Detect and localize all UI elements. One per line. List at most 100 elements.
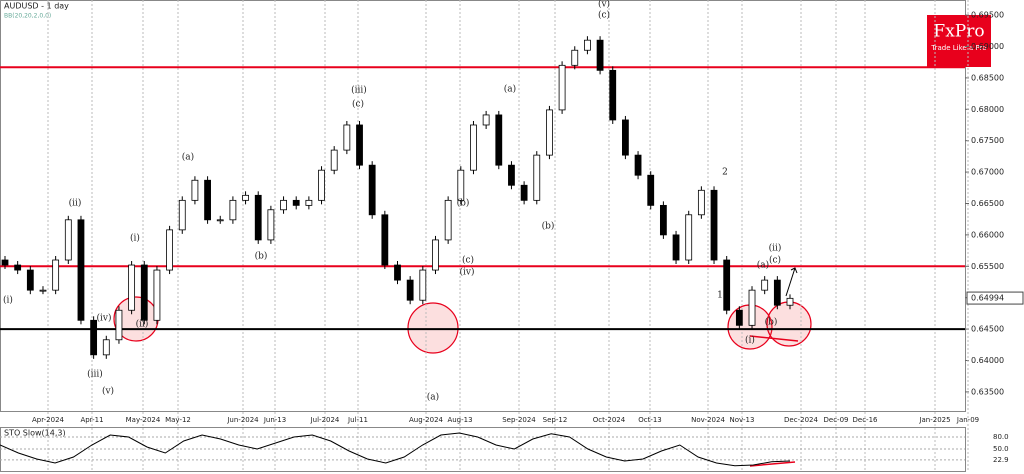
candle-body (140, 264, 148, 321)
candle-body (634, 154, 642, 176)
wave-label: (a) (182, 152, 194, 163)
x-tick-label: Jul-11 (347, 416, 368, 424)
x-tick-label: Aug-2024 (409, 416, 444, 424)
candle-body (495, 114, 503, 166)
y-tick-label: 0.63500 (971, 387, 1004, 396)
y-tick-label: 0.69000 (971, 42, 1004, 51)
candle-body (596, 39, 604, 71)
wave-label: (iii) (351, 85, 367, 96)
chart-subtitle: BB(20,20,2,0,0) (4, 13, 51, 20)
x-tick-label: Apr-2024 (32, 416, 65, 424)
candle-body (166, 229, 173, 271)
candle-body (786, 297, 794, 306)
x-tick-label: Dec-16 (853, 416, 879, 424)
candle-body (609, 69, 617, 121)
candle-body (710, 189, 718, 261)
y-tick-label: 0.68000 (971, 105, 1004, 114)
wave-label: (b) (255, 251, 268, 262)
candle-body (115, 309, 123, 341)
indicator-tick-label: 80.0 (993, 433, 1009, 441)
candle-body (64, 219, 72, 261)
wave-label: (i) (3, 295, 13, 306)
candle-body (254, 194, 262, 241)
wave-label: (a) (427, 392, 439, 403)
wave-label: (a) (504, 84, 516, 95)
candle-body (723, 259, 731, 311)
candle-body (748, 289, 756, 326)
candle-body (432, 239, 439, 271)
indicator-title: STO Slow(14,3) (4, 429, 66, 438)
candle-body (39, 289, 47, 292)
candle-body (153, 269, 161, 321)
indicator-tick-label: 22.9 (993, 456, 1009, 464)
x-tick-label: Dec-09 (824, 416, 849, 424)
candle-body (406, 279, 414, 301)
wave-label: (c) (598, 10, 610, 21)
candle-body (292, 199, 300, 206)
y-tick-label: 0.69500 (971, 11, 1004, 20)
candle-body (368, 164, 376, 216)
candle-body (659, 204, 667, 236)
wave-label: (iv) (460, 267, 475, 278)
wave-label: (c) (462, 255, 474, 266)
x-tick-label: Apr-11 (80, 416, 103, 424)
candle-body (330, 149, 338, 171)
candle-body (90, 319, 98, 356)
x-tick-label: Jun-2024 (226, 416, 259, 424)
wave-label: (v) (598, 0, 610, 10)
x-tick-label: Sep-2024 (502, 416, 536, 424)
candle-body (672, 234, 680, 261)
candle-body (508, 164, 515, 186)
wave-label: (b) (765, 317, 778, 328)
candle-body (216, 219, 224, 222)
candle-body (470, 124, 477, 171)
x-tick-label: Nov-2024 (691, 416, 725, 424)
candle-body (571, 49, 579, 66)
wave-label: (b) (457, 198, 470, 209)
candle-body (14, 264, 22, 271)
candle-body (622, 119, 629, 156)
x-tick-label: Oct-13 (638, 416, 662, 424)
wave-label: (ii) (136, 319, 149, 330)
x-tick-label: Jun-13 (263, 416, 286, 424)
candle-body (191, 179, 199, 201)
x-tick-label: Dec-2024 (784, 416, 818, 424)
candle-body (1, 259, 9, 266)
wave-label: (iv) (97, 313, 112, 324)
x-tick-label: Jan-09 (956, 416, 979, 424)
candle-body (204, 179, 211, 221)
candle-body (773, 279, 781, 306)
candle-body (444, 199, 452, 241)
last-price-box (966, 291, 1024, 305)
x-tick-label: May-12 (165, 416, 191, 424)
candle-body (178, 199, 186, 231)
trend-line (749, 335, 799, 342)
x-tick-label: Jan-2025 (918, 416, 950, 424)
x-tick-label: Oct-2024 (593, 416, 626, 424)
candle-body (356, 124, 363, 166)
candle-body (685, 214, 693, 261)
y-tick-label: 0.66000 (971, 230, 1004, 239)
y-tick-label: 0.67500 (971, 136, 1004, 145)
y-tick-label: 0.67000 (971, 168, 1004, 177)
y-tick-label: 0.65500 (971, 262, 1004, 271)
highlight-circle (407, 302, 459, 354)
wave-label: (iii) (87, 369, 103, 380)
candle-body (305, 199, 313, 206)
candle-body (482, 114, 490, 126)
candle-body (584, 39, 591, 51)
candle-body (419, 269, 427, 301)
wave-label: (c) (352, 99, 364, 110)
candle-body (52, 259, 60, 291)
candle-body (394, 264, 401, 281)
candle-body (242, 194, 249, 201)
wave-label: 2 (722, 168, 728, 178)
candle-body (267, 209, 275, 241)
wave-label: (c) (769, 255, 781, 266)
candle-body (533, 154, 541, 201)
candle-body (128, 264, 136, 311)
y-tick-label: 0.66500 (971, 199, 1004, 208)
wave-label: (i) (130, 233, 140, 244)
